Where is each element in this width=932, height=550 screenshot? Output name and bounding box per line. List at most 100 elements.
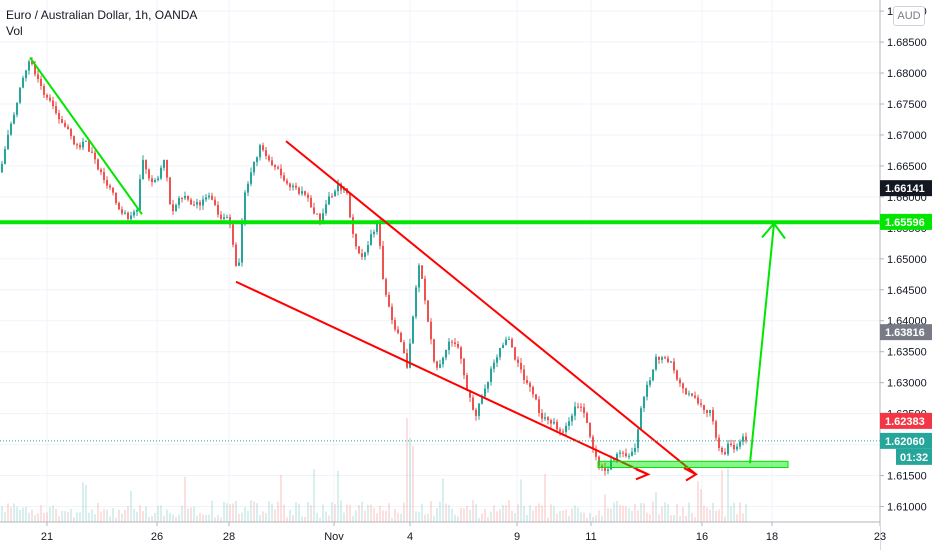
volume-bar — [685, 515, 687, 522]
volume-bar — [388, 503, 390, 522]
volume-bar — [385, 510, 387, 522]
volume-bar — [523, 505, 525, 522]
candle-body — [643, 396, 645, 409]
currency-button[interactable]: AUD — [893, 6, 925, 26]
volume-bar — [34, 515, 36, 522]
volume-bar — [697, 481, 699, 522]
candle-body — [532, 387, 534, 395]
candle-body — [130, 215, 132, 220]
candle-body — [121, 209, 123, 214]
volume-bar — [253, 501, 255, 522]
volume-bar — [217, 514, 219, 522]
candle-body — [283, 175, 285, 181]
candle-body — [562, 431, 564, 433]
candle-body — [25, 70, 27, 78]
volume-bar — [166, 509, 168, 522]
volume-bar — [235, 501, 237, 522]
volume-bar — [7, 503, 9, 522]
volume-bar — [721, 470, 723, 522]
volume-bar — [247, 510, 249, 522]
trendline[interactable] — [235, 280, 649, 476]
candle-body — [412, 316, 414, 344]
volume-bar — [427, 513, 429, 522]
volume-bar — [532, 510, 534, 522]
volume-bar — [139, 505, 141, 522]
candle-body — [28, 61, 30, 71]
volume-bar — [730, 506, 732, 522]
volume-bar — [256, 503, 258, 522]
candle-body — [697, 397, 699, 404]
candle-body — [358, 246, 360, 254]
volume-bar — [367, 505, 369, 522]
candle-body — [100, 169, 102, 173]
volume-bar — [4, 512, 6, 522]
volume-bar — [19, 510, 21, 522]
volume-bar — [583, 512, 585, 522]
candle-body — [22, 77, 24, 88]
price-tick-label: 1.63000 — [887, 378, 927, 390]
volume-bar — [10, 506, 12, 522]
volume-bar — [478, 517, 480, 522]
price-badge — [880, 180, 932, 197]
candle-body — [379, 221, 381, 246]
volume-bar — [100, 511, 102, 522]
candle-body — [289, 183, 291, 188]
candle-body — [292, 185, 294, 188]
candle-body — [187, 196, 189, 200]
target-zone[interactable] — [597, 460, 789, 469]
trendline[interactable] — [29, 56, 143, 215]
candle-body — [61, 119, 63, 123]
candle-body — [610, 460, 612, 470]
volume-bar — [265, 513, 267, 522]
volume-bar — [502, 504, 504, 522]
candle-body — [457, 344, 459, 348]
projection-arrow[interactable] — [749, 223, 775, 464]
volume-bar — [220, 517, 222, 522]
candle-body — [472, 397, 474, 410]
volume-bar — [40, 505, 42, 522]
candle-body — [565, 425, 567, 433]
candle-body — [259, 145, 261, 158]
volume-bar — [553, 506, 555, 522]
volume-bar — [649, 514, 651, 522]
candle-body — [391, 306, 393, 321]
candle-body — [85, 140, 87, 142]
volume-bar — [616, 500, 618, 522]
volume-bar — [73, 517, 75, 522]
volume-bar — [379, 505, 381, 522]
candle-body — [739, 441, 741, 447]
candle-body — [478, 403, 480, 416]
candle-body — [298, 187, 300, 194]
volume-bar — [1, 506, 3, 522]
candle-body — [286, 180, 288, 184]
volume-bar — [241, 512, 243, 522]
candle-body — [733, 444, 735, 450]
candle-body — [247, 183, 249, 193]
candle-body — [490, 368, 492, 382]
candle-body — [238, 262, 240, 266]
candle-body — [430, 321, 432, 340]
candle-body — [274, 165, 276, 168]
price-tick-label: 1.65000 — [887, 254, 927, 266]
volume-bar — [682, 506, 684, 522]
volume-bar — [673, 514, 675, 522]
candle-body — [37, 74, 39, 80]
volume-bar — [124, 509, 126, 522]
trendline[interactable] — [285, 140, 697, 476]
volume-bar — [418, 512, 420, 522]
volume-bar — [16, 506, 18, 522]
volume-bar — [703, 505, 705, 522]
candle-body — [529, 383, 531, 388]
candle-body — [277, 167, 279, 169]
volume-bar — [259, 515, 261, 522]
time-tick-label: Nov — [324, 531, 344, 543]
volume-bar — [460, 507, 462, 522]
volume-bar — [598, 510, 600, 522]
candle-body — [550, 420, 552, 424]
candle-body — [679, 379, 681, 384]
candle-body — [256, 157, 258, 163]
candle-body — [745, 436, 747, 441]
candle-body — [718, 437, 720, 449]
